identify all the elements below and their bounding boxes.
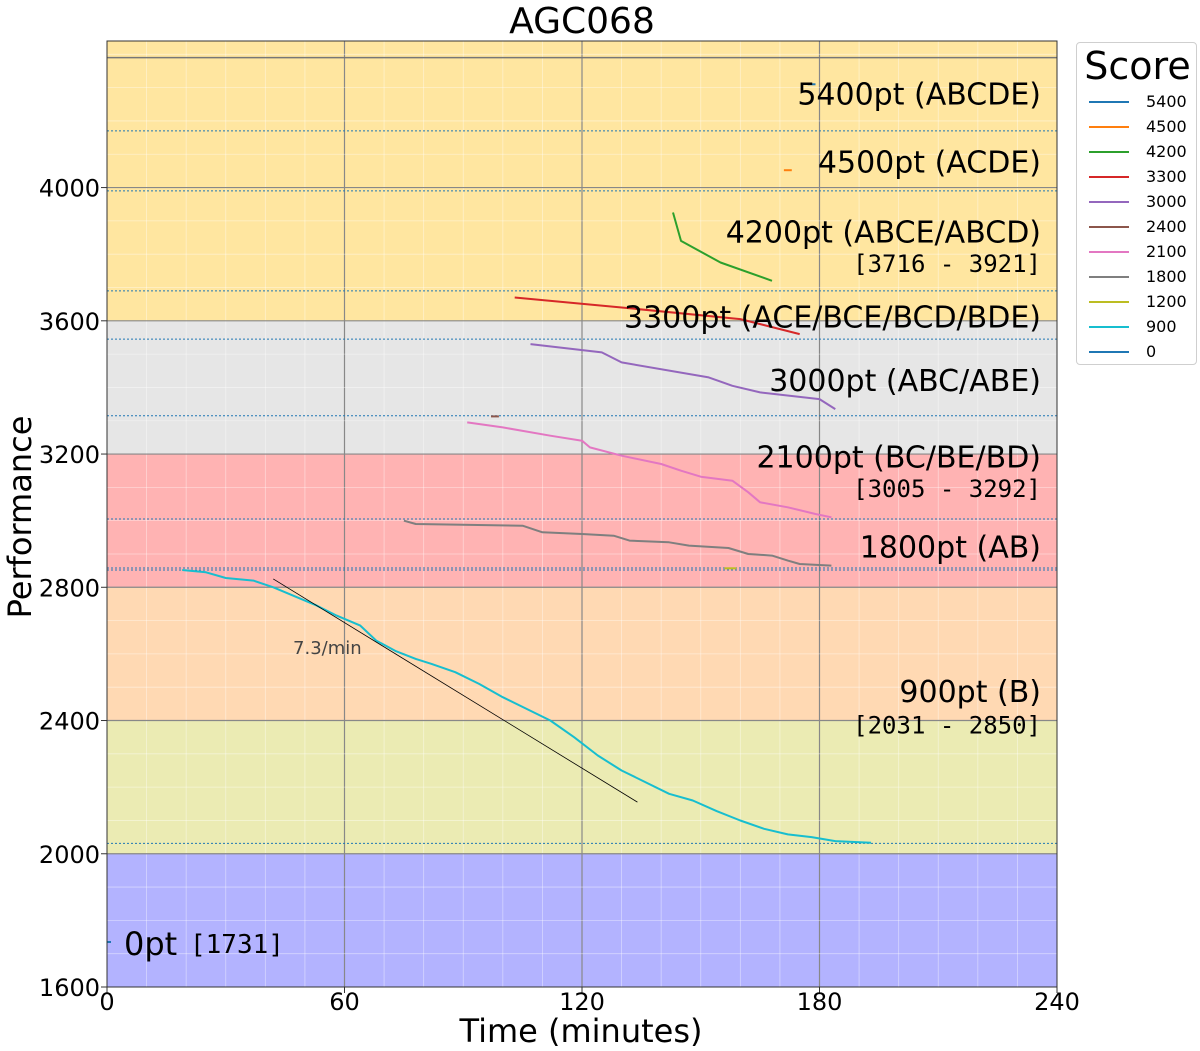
legend-item: 4500 (1089, 114, 1187, 139)
legend-item: 3000 (1089, 189, 1187, 214)
legend-swatch (1089, 350, 1129, 353)
x-tick-label: 180 (797, 988, 843, 1016)
series-line-3300 (514, 296, 800, 336)
legend-swatch (1089, 225, 1129, 228)
annotation-range: [1731] (190, 930, 284, 960)
y-tick-label: 2400 (39, 708, 100, 736)
legend-swatch (1089, 175, 1129, 178)
legend-swatch (1089, 150, 1129, 153)
trend-line (273, 578, 638, 803)
legend-item: 3300 (1089, 164, 1187, 189)
legend-label: 4200 (1146, 142, 1187, 161)
legend-swatch (1089, 275, 1129, 278)
y-axis-label: Performance (1, 416, 39, 619)
legend-item: 2400 (1089, 214, 1187, 239)
legend-label: 1200 (1146, 292, 1187, 311)
x-tick-label: 60 (329, 988, 360, 1016)
y-tick-label: 1600 (39, 974, 100, 1002)
legend-item: 5400 (1089, 89, 1187, 114)
legend-item: 1200 (1089, 289, 1187, 314)
legend-swatch (1089, 325, 1129, 328)
legend-label: 3300 (1146, 167, 1187, 186)
legend-label: 2100 (1146, 242, 1187, 261)
legend-label: 5400 (1146, 92, 1187, 111)
annotation-range: [3716 - 3921] (853, 250, 1041, 278)
annotation-range: [2031 - 2850] (853, 712, 1041, 740)
annotation-label: 4200pt (ABCE/ABCD) (726, 216, 1041, 251)
annotation-label: 1800pt (AB) (860, 530, 1041, 565)
annotation-label: 3300pt (ACE/BCE/BCD/BDE) (624, 300, 1041, 335)
legend: Score 5400 4500 4200 3300 3000 2400 2100 1800 12… (1076, 42, 1197, 365)
legend-item: 1800 (1089, 264, 1187, 289)
x-tick-label: 240 (1034, 988, 1080, 1016)
x-tick-label: 120 (559, 988, 605, 1016)
legend-label: 3000 (1146, 192, 1187, 211)
legend-swatch (1089, 200, 1129, 203)
legend-label: 1800 (1146, 267, 1187, 286)
legend-label: 4500 (1146, 117, 1187, 136)
y-tick-label: 3200 (39, 441, 100, 469)
series-line-3000 (530, 343, 836, 410)
series-line-900 (182, 569, 872, 844)
annotation-label: 0pt (124, 925, 177, 963)
annotation-label: 900pt (B) (899, 675, 1041, 710)
legend-label: 900 (1146, 317, 1177, 336)
legend-item: 900 (1089, 314, 1177, 339)
trend-label: 7.3/min (293, 638, 362, 659)
legend-item: 0 (1089, 339, 1156, 364)
y-tick-label: 2000 (39, 841, 100, 869)
chart-title: AGC068 (509, 1, 655, 42)
legend-label: 2400 (1146, 217, 1187, 236)
annotation-label: 5400pt (ABCDE) (797, 77, 1041, 112)
y-tick-label: 3600 (39, 308, 100, 336)
x-axis-label: Time (minutes) (459, 1012, 703, 1050)
legend-title: Score (1084, 44, 1191, 88)
series-line-1800 (403, 519, 832, 567)
legend-swatch (1089, 250, 1129, 253)
annotation-label: 3000pt (ABC/ABE) (769, 364, 1041, 399)
annotation-label: 2100pt (BC/BE/BD) (756, 440, 1041, 475)
x-tick-label: 0 (99, 988, 114, 1016)
legend-swatch (1089, 125, 1129, 128)
series-line-4200 (672, 212, 773, 282)
annotation-label: 4500pt (ACDE) (818, 146, 1041, 181)
legend-swatch (1089, 100, 1129, 103)
legend-item: 2100 (1089, 239, 1187, 264)
y-tick-label: 2800 (39, 574, 100, 602)
series-line-2100 (467, 421, 832, 519)
y-tick-label: 4000 (39, 175, 100, 203)
legend-swatch (1089, 300, 1129, 303)
legend-item: 4200 (1089, 139, 1187, 164)
annotation-range: [3005 - 3292] (853, 475, 1041, 503)
legend-label: 0 (1146, 342, 1157, 361)
